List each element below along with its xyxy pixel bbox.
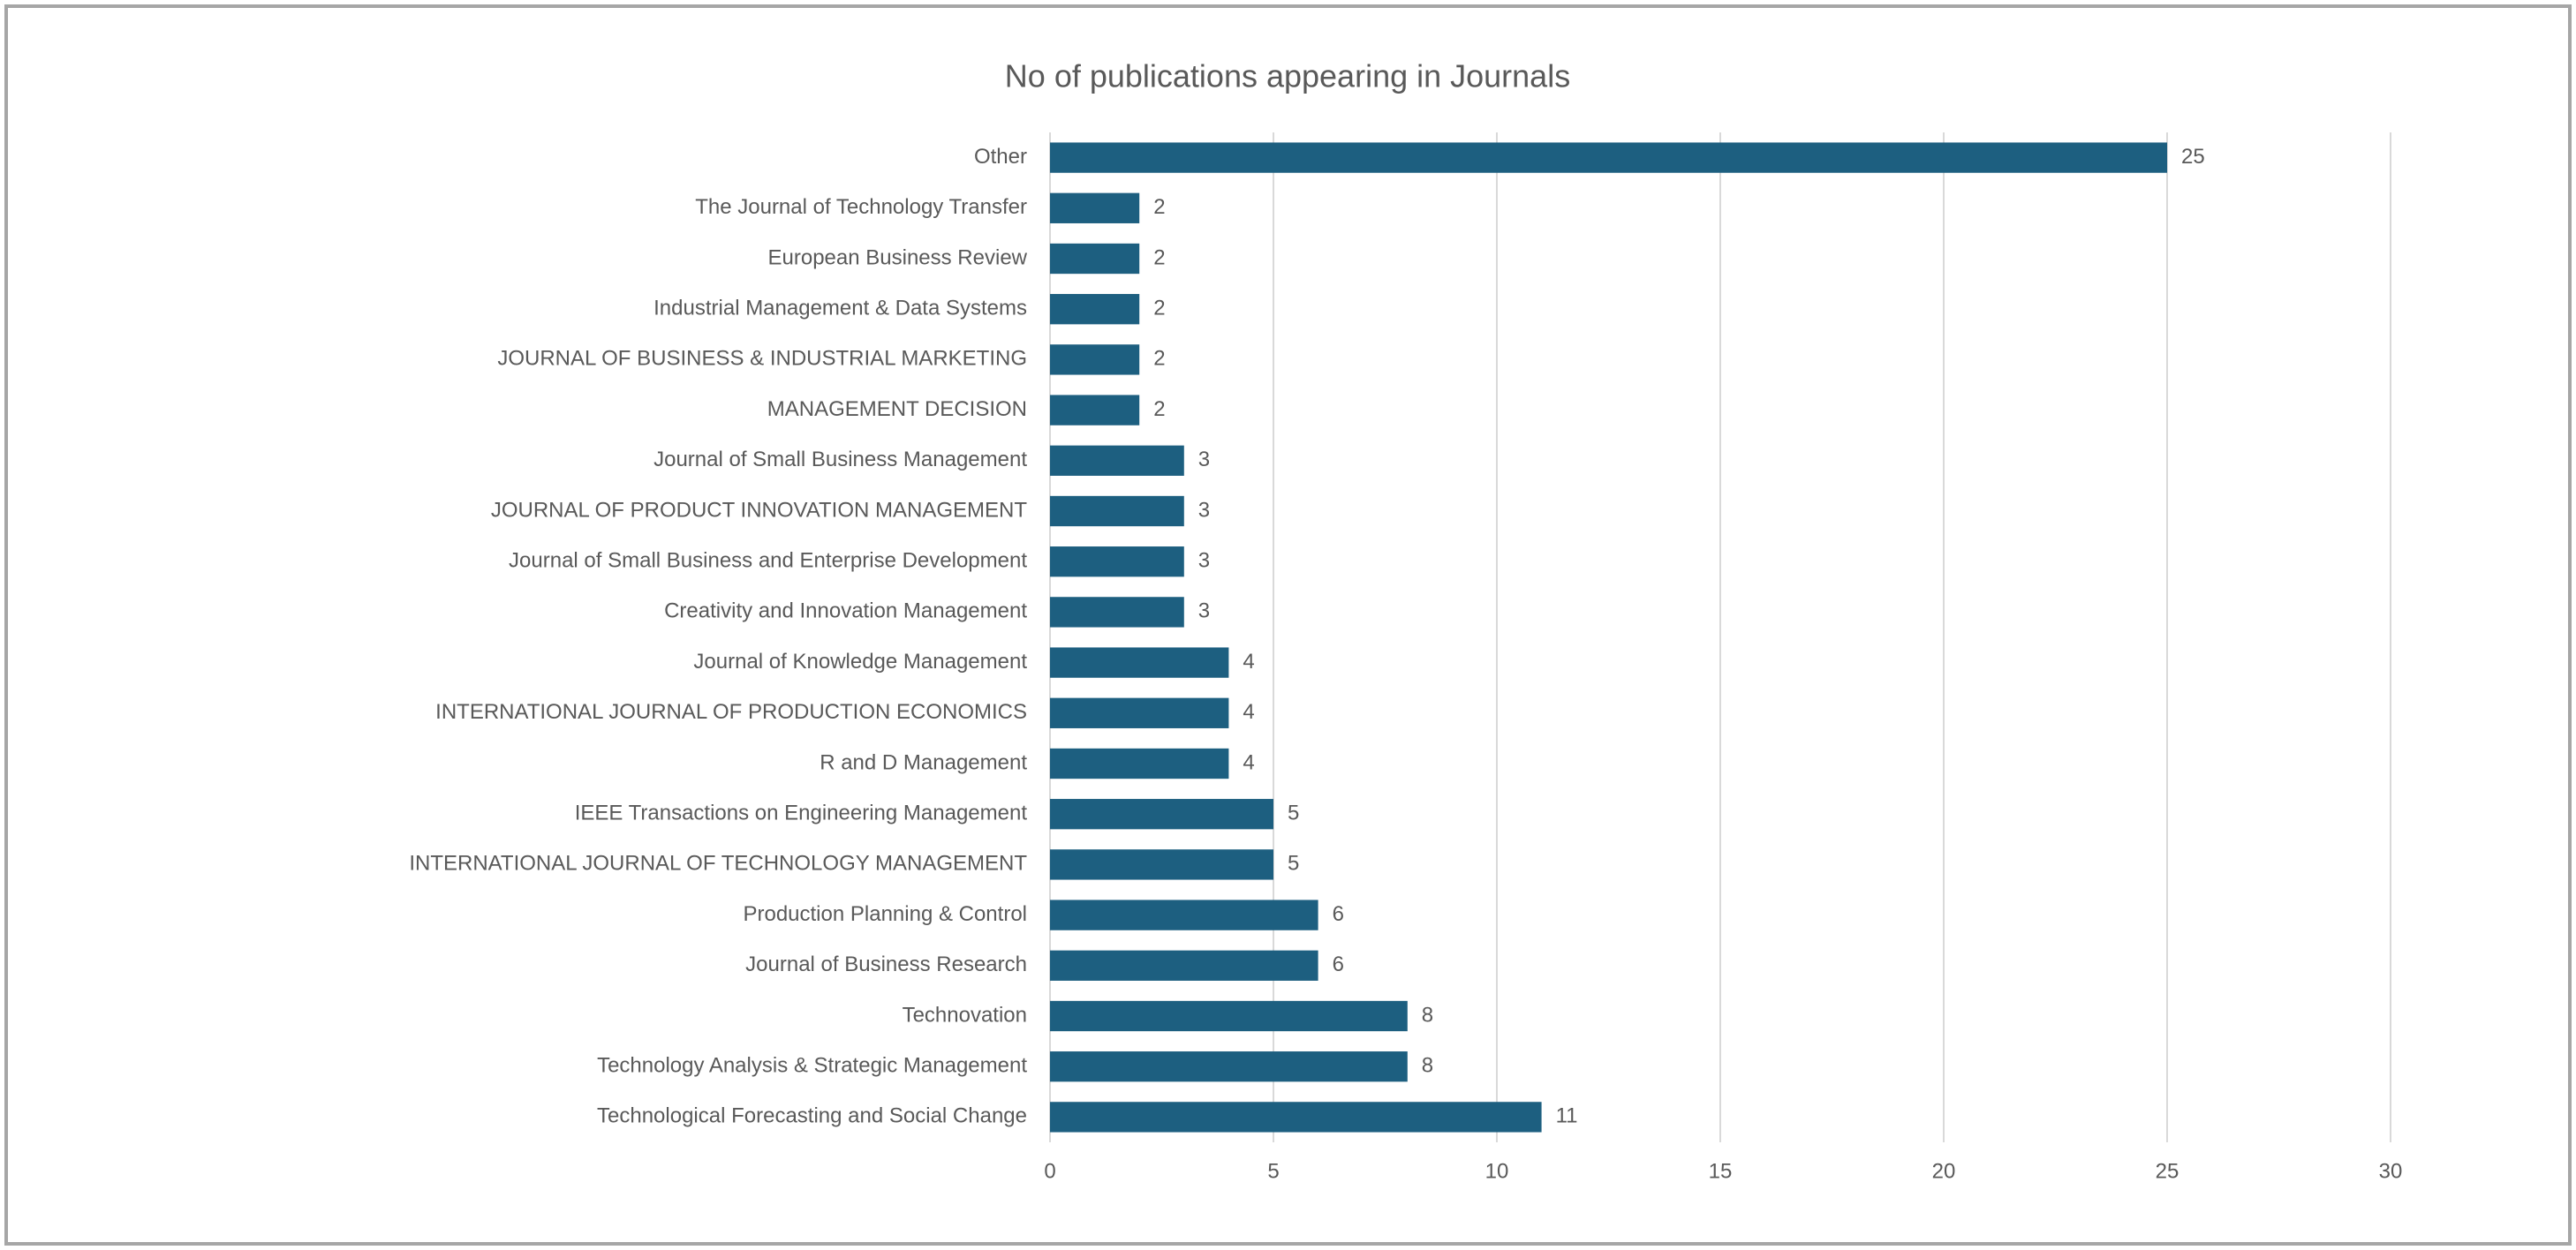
- data-label: 3: [1198, 599, 1210, 623]
- y-tick-label: Journal of Business Research: [745, 953, 1027, 976]
- x-tick-label: 10: [1485, 1159, 1509, 1183]
- data-label: 4: [1243, 750, 1254, 774]
- x-tick-label: 20: [1932, 1159, 1956, 1183]
- y-tick-label: IEEE Transactions on Engineering Managem…: [575, 802, 1028, 825]
- x-tick-label: 5: [1267, 1159, 1279, 1183]
- data-label: 2: [1153, 245, 1165, 269]
- y-tick-label: JOURNAL OF BUSINESS & INDUSTRIAL MARKETI…: [497, 347, 1027, 371]
- y-tick-label: Technovation: [903, 1003, 1027, 1027]
- y-tick-label: Other: [974, 145, 1027, 169]
- bar: [1050, 243, 1140, 275]
- data-label: 2: [1153, 297, 1165, 320]
- data-label: 4: [1243, 650, 1254, 674]
- bar: [1050, 647, 1229, 678]
- bar: [1050, 142, 2167, 173]
- bar: [1050, 344, 1140, 375]
- bar: [1050, 1051, 1408, 1082]
- bar: [1050, 748, 1229, 779]
- bar: [1050, 597, 1184, 628]
- data-label: 4: [1243, 700, 1254, 724]
- data-label: 8: [1422, 1054, 1433, 1078]
- data-label: 2: [1153, 397, 1165, 421]
- data-label: 3: [1198, 448, 1210, 471]
- data-label: 2: [1153, 195, 1165, 219]
- data-label: 25: [2181, 145, 2205, 169]
- y-tick-label: R and D Management: [820, 750, 1027, 774]
- data-label: 3: [1198, 549, 1210, 573]
- chart-title: No of publications appearing in Journals: [1005, 58, 1570, 94]
- bar: [1050, 1000, 1408, 1032]
- y-tick-label: Production Planning & Control: [743, 902, 1027, 926]
- data-label: 8: [1422, 1003, 1433, 1027]
- y-tick-label: Journal of Small Business Management: [653, 448, 1027, 471]
- bar: [1050, 1102, 1542, 1133]
- bar: [1050, 900, 1318, 930]
- data-label: 2: [1153, 347, 1165, 371]
- data-label: 5: [1288, 802, 1299, 825]
- bar: [1050, 192, 1140, 223]
- data-label: 5: [1288, 852, 1299, 876]
- bar: [1050, 849, 1273, 880]
- x-tick-label: 15: [1709, 1159, 1733, 1183]
- bar: [1050, 395, 1140, 425]
- data-label: 6: [1333, 902, 1344, 926]
- bar: [1050, 294, 1140, 325]
- bar: [1050, 697, 1229, 728]
- y-tick-label: MANAGEMENT DECISION: [767, 397, 1027, 421]
- y-tick-label: The Journal of Technology Transfer: [695, 195, 1027, 219]
- y-tick-label: INTERNATIONAL JOURNAL OF PRODUCTION ECON…: [435, 700, 1027, 724]
- bar: [1050, 495, 1184, 527]
- data-label: 11: [1556, 1104, 1578, 1128]
- y-tick-label: European Business Review: [768, 245, 1028, 269]
- y-tick-label: Technology Analysis & Strategic Manageme…: [597, 1054, 1027, 1078]
- y-tick-label: Industrial Management & Data Systems: [653, 297, 1027, 320]
- y-tick-label: Journal of Knowledge Management: [693, 650, 1027, 674]
- bar: [1050, 445, 1184, 476]
- chart-border: [4, 4, 2572, 1246]
- bar: [1050, 799, 1273, 830]
- x-tick-label: 0: [1044, 1159, 1055, 1183]
- data-label: 6: [1333, 953, 1344, 976]
- x-tick-label: 25: [2156, 1159, 2179, 1183]
- y-tick-label: Journal of Small Business and Enterprise…: [509, 549, 1027, 573]
- x-tick-label: 30: [2379, 1159, 2403, 1183]
- y-tick-label: INTERNATIONAL JOURNAL OF TECHNOLOGY MANA…: [409, 852, 1027, 876]
- y-tick-label: Creativity and Innovation Management: [664, 599, 1027, 623]
- y-tick-label: JOURNAL OF PRODUCT INNOVATION MANAGEMENT: [491, 498, 1027, 522]
- bar: [1050, 950, 1318, 981]
- data-label: 3: [1198, 498, 1210, 522]
- y-tick-label: Technological Forecasting and Social Cha…: [597, 1104, 1027, 1128]
- bar: [1050, 546, 1184, 577]
